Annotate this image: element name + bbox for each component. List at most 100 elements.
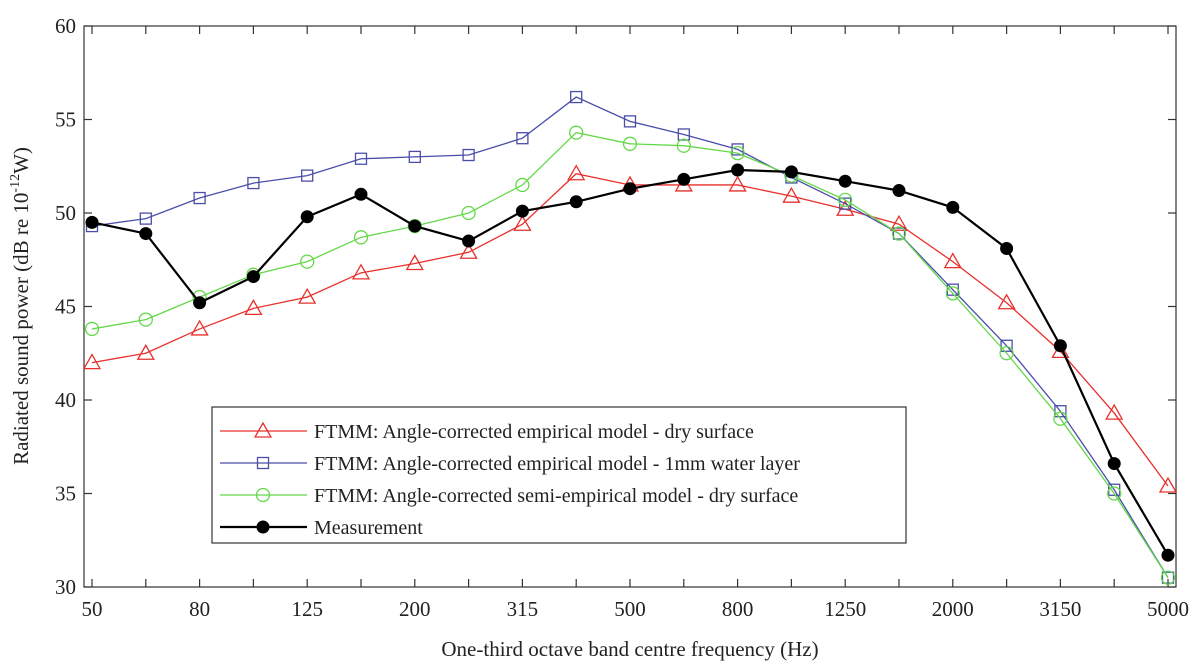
data-point bbox=[569, 195, 583, 209]
data-point bbox=[354, 187, 368, 201]
data-point bbox=[570, 90, 583, 104]
data-point bbox=[1000, 242, 1014, 256]
data-point bbox=[462, 234, 476, 248]
data-point bbox=[1105, 403, 1124, 420]
legend-marker bbox=[256, 456, 270, 470]
data-point bbox=[1107, 457, 1121, 471]
data-point bbox=[84, 321, 100, 337]
data-point bbox=[300, 254, 315, 269]
data-point bbox=[516, 132, 529, 145]
data-point bbox=[943, 252, 962, 269]
legend-label: FTMM: Angle-corrected empirical model - … bbox=[314, 421, 754, 443]
data-point bbox=[892, 227, 906, 240]
data-point bbox=[298, 287, 317, 304]
data-point bbox=[462, 148, 475, 162]
data-point bbox=[461, 205, 476, 221]
data-point bbox=[246, 270, 260, 284]
legend-label: FTMM: Angle-corrected empirical model - … bbox=[314, 453, 800, 475]
x-tick-label: 200 bbox=[399, 597, 431, 621]
y-tick-label: 60 bbox=[55, 14, 76, 38]
legend-marker bbox=[253, 421, 273, 438]
legend-entry: FTMM: Angle-corrected empirical model - … bbox=[220, 421, 754, 443]
y-axis-label: Radiated sound power (dB re 10-12W) bbox=[8, 147, 33, 465]
data-point bbox=[676, 138, 691, 153]
x-tick-label: 3150 bbox=[1039, 597, 1081, 621]
x-tick-label: 80 bbox=[189, 597, 210, 621]
data-point bbox=[836, 199, 855, 216]
x-tick-label: 5000 bbox=[1147, 597, 1189, 621]
data-point bbox=[1053, 411, 1068, 426]
data-point bbox=[623, 115, 637, 128]
data-point bbox=[408, 219, 422, 233]
data-point bbox=[300, 210, 314, 224]
data-point bbox=[997, 293, 1016, 310]
x-tick-label: 1250 bbox=[824, 597, 866, 621]
data-point bbox=[353, 230, 369, 245]
data-point bbox=[244, 299, 263, 316]
data-point bbox=[190, 319, 209, 336]
data-point bbox=[1000, 339, 1013, 352]
y-tick-label: 55 bbox=[55, 108, 76, 132]
data-point bbox=[946, 200, 960, 214]
data-point bbox=[193, 191, 206, 205]
y-tick-label: 35 bbox=[55, 482, 76, 506]
data-point bbox=[513, 214, 532, 231]
y-axis-label-exponent: -12 bbox=[8, 174, 23, 193]
series-line bbox=[91, 131, 1169, 579]
data-point bbox=[408, 150, 421, 164]
data-point bbox=[999, 346, 1014, 361]
data-point bbox=[138, 312, 153, 327]
data-point bbox=[82, 353, 102, 370]
data-point bbox=[622, 136, 638, 151]
data-point bbox=[1161, 571, 1175, 584]
y-axis-label-unit: W) bbox=[9, 147, 33, 174]
data-point bbox=[1160, 570, 1176, 585]
data-point bbox=[247, 176, 260, 190]
data-point bbox=[623, 182, 637, 196]
legend-entry: FTMM: Angle-corrected empirical model - … bbox=[220, 453, 800, 475]
data-point bbox=[1107, 486, 1122, 501]
x-tick-label: 50 bbox=[82, 597, 103, 621]
data-point bbox=[892, 184, 906, 198]
series-layer bbox=[82, 90, 1178, 585]
data-point bbox=[784, 165, 798, 179]
data-point bbox=[782, 186, 801, 203]
y-axis: 30 35 40 45 50 55 60 bbox=[55, 14, 1176, 599]
data-point bbox=[301, 169, 314, 182]
y-tick-label: 45 bbox=[55, 295, 76, 319]
legend: FTMM: Angle-corrected empirical model - … bbox=[211, 406, 907, 544]
data-point bbox=[945, 286, 960, 301]
data-point bbox=[193, 296, 207, 310]
x-tick-label: 125 bbox=[291, 597, 323, 621]
x-tick-label: 315 bbox=[507, 597, 539, 621]
data-point bbox=[354, 152, 368, 165]
y-axis-label-main: Radiated sound power (dB re 10 bbox=[9, 193, 33, 465]
x-axis: 50 80 125 200 315 500 800 1250 2000 3150 5000 bbox=[82, 26, 1189, 621]
legend-entry: Measurement bbox=[220, 517, 423, 539]
data-point bbox=[1053, 339, 1067, 353]
x-tick-label: 2000 bbox=[932, 597, 974, 621]
data-point bbox=[351, 263, 371, 280]
x-tick-label: 500 bbox=[614, 597, 646, 621]
data-point bbox=[730, 146, 745, 161]
data-point bbox=[891, 226, 907, 241]
data-point bbox=[405, 254, 424, 271]
data-point bbox=[139, 227, 153, 241]
legend-label: Measurement bbox=[314, 517, 423, 539]
legend-entry: FTMM: Angle-corrected semi-empirical mod… bbox=[220, 485, 798, 507]
data-point bbox=[569, 125, 584, 140]
data-point bbox=[136, 343, 155, 360]
data-point bbox=[515, 177, 530, 193]
data-point bbox=[728, 175, 747, 192]
y-tick-label: 50 bbox=[55, 201, 76, 225]
y-tick-label: 30 bbox=[55, 575, 76, 599]
data-point bbox=[838, 192, 853, 208]
data-point bbox=[731, 163, 745, 177]
legend-marker bbox=[256, 520, 270, 534]
data-point bbox=[838, 174, 852, 188]
data-point bbox=[677, 128, 690, 141]
x-tick-label: 800 bbox=[722, 597, 754, 621]
series-line bbox=[91, 96, 1169, 578]
legend-marker bbox=[255, 487, 271, 503]
